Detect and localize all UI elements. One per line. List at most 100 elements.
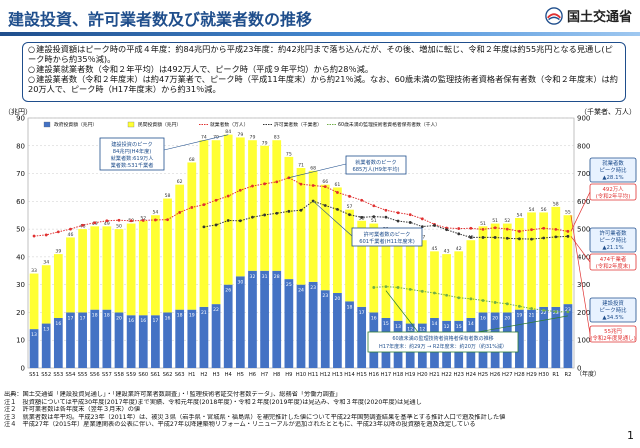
series-point	[433, 291, 436, 295]
logo-text: 国土交通省	[566, 10, 632, 25]
side-box-text: (令和2年平均)	[596, 192, 631, 200]
private-bar	[515, 218, 524, 310]
gov-bar	[284, 279, 294, 368]
series-point	[420, 217, 424, 221]
side-box	[589, 227, 637, 253]
series-point	[469, 297, 473, 301]
gov-bar-label: 32	[250, 274, 256, 280]
series-point	[408, 287, 412, 291]
gov-bar	[66, 312, 75, 368]
series-point	[457, 227, 461, 230]
y-tick-right: 300	[577, 281, 590, 289]
y-tick-left: 0	[21, 365, 25, 373]
side-box-text: 474千業者	[600, 255, 627, 263]
legend-swatch	[43, 121, 51, 128]
private-bar	[151, 215, 160, 316]
gov-bar	[138, 315, 148, 368]
series-point	[202, 225, 206, 229]
legend-label: 政府投資額（兆円）	[54, 121, 97, 128]
gov-bar-label: 21	[201, 310, 207, 316]
total-bar-label: 34	[43, 260, 49, 266]
x-tick-label: S62	[163, 372, 173, 378]
gov-bar-label: 22	[541, 310, 547, 316]
side-box-pointer	[570, 191, 591, 232]
series-point	[81, 223, 84, 227]
private-bar	[223, 134, 233, 285]
series-point	[117, 218, 121, 222]
y-tick-left: 10	[16, 337, 25, 345]
series-point	[129, 219, 133, 223]
x-tick-label: H17	[381, 372, 392, 378]
series-point	[323, 185, 327, 189]
side-box-text: 建設投資	[602, 299, 624, 307]
gov-bar-label: 16	[480, 315, 486, 321]
series-point	[202, 203, 206, 207]
total-bar-label: 74	[201, 135, 207, 141]
private-bar	[41, 265, 51, 324]
legend-swatch	[127, 121, 135, 128]
gov-bar	[296, 284, 306, 368]
private-bar	[539, 212, 549, 307]
side-box-text: ピーク時比	[600, 166, 628, 174]
trend-chart: 0102030405060708090010020030040050060070…	[4, 107, 637, 378]
private-bar	[551, 206, 561, 307]
series-point	[566, 229, 570, 233]
x-tick-label: H29	[526, 372, 537, 378]
gov-bar	[527, 309, 536, 368]
series-point	[505, 227, 509, 231]
x-tick-label: S61	[150, 372, 160, 378]
series-point	[336, 191, 339, 194]
x-tick-label: H5	[237, 372, 244, 378]
y-tick-left: 70	[16, 170, 25, 178]
series-point	[226, 194, 230, 198]
x-tick-label: H7	[261, 372, 268, 378]
series-point	[518, 304, 521, 308]
x-tick-label: S59	[126, 372, 136, 378]
x-tick-label: H25	[478, 372, 489, 378]
gov-bar	[551, 306, 561, 368]
gov-bar-label: 18	[177, 313, 183, 319]
annotation-leader	[288, 163, 347, 179]
gov-bar	[41, 323, 51, 368]
footnote: 注４ 平成27年（2015年）産業連関表の公表に伴い、平成27年以降建築物リフォ…	[4, 421, 476, 429]
gov-bar	[563, 304, 573, 368]
legend-label: 就業者数（万人）	[210, 121, 248, 128]
gov-bar-label: 20	[334, 296, 340, 302]
title-rule	[0, 32, 640, 36]
series-point	[542, 236, 546, 240]
series-point	[141, 219, 145, 222]
private-bar	[478, 226, 488, 313]
series-point	[493, 301, 497, 304]
x-tick-label: H13	[332, 372, 343, 378]
gov-bar	[78, 312, 87, 368]
gov-bar	[187, 309, 197, 368]
x-tick-label: H11	[308, 372, 319, 378]
series-point	[263, 182, 266, 186]
summary-note: 建設業者数（令和２年度末）は約47万業者で、ピーク時（平成11年度末）から約21…	[28, 74, 620, 94]
x-tick-label: S52	[41, 372, 51, 378]
annotation-text: 就業者数:619万人	[111, 154, 154, 162]
gov-bar-label: 31	[262, 274, 268, 280]
page-title: 建設投資、許可業者数及び就業者数の推移	[8, 10, 313, 29]
x-tick-label: H26	[490, 372, 501, 378]
gov-bar-label: 17	[68, 315, 74, 321]
series-point	[166, 218, 169, 222]
side-box-pointer	[570, 215, 591, 335]
total-bar-label: 54	[516, 213, 522, 219]
gov-bar-label: 21	[529, 313, 535, 319]
side-box-text: (令和2年度見通し)	[590, 334, 635, 342]
gov-bar	[199, 306, 209, 368]
summary-note: 建設業就業者数（令和２年平均）は492万人で、ピーク時（平成９年平均）から約28…	[28, 64, 620, 74]
chart-area: 0 10 20 30 40 50 60 70 80 90 0 100 200 300 400 500 600 70…	[0, 104, 640, 388]
private-bar	[114, 229, 124, 313]
private-bar	[320, 184, 330, 291]
series-point	[493, 236, 497, 239]
private-bar	[405, 240, 415, 324]
y-tick-right: 200	[577, 309, 590, 317]
y-tick-right: 400	[577, 253, 590, 261]
mlit-logo: 国土交通省	[545, 6, 632, 25]
series-point	[372, 204, 376, 208]
total-bar-label: 43	[444, 249, 450, 255]
x-tick-label: H21	[429, 372, 440, 378]
total-bar-label: 51	[480, 221, 486, 227]
